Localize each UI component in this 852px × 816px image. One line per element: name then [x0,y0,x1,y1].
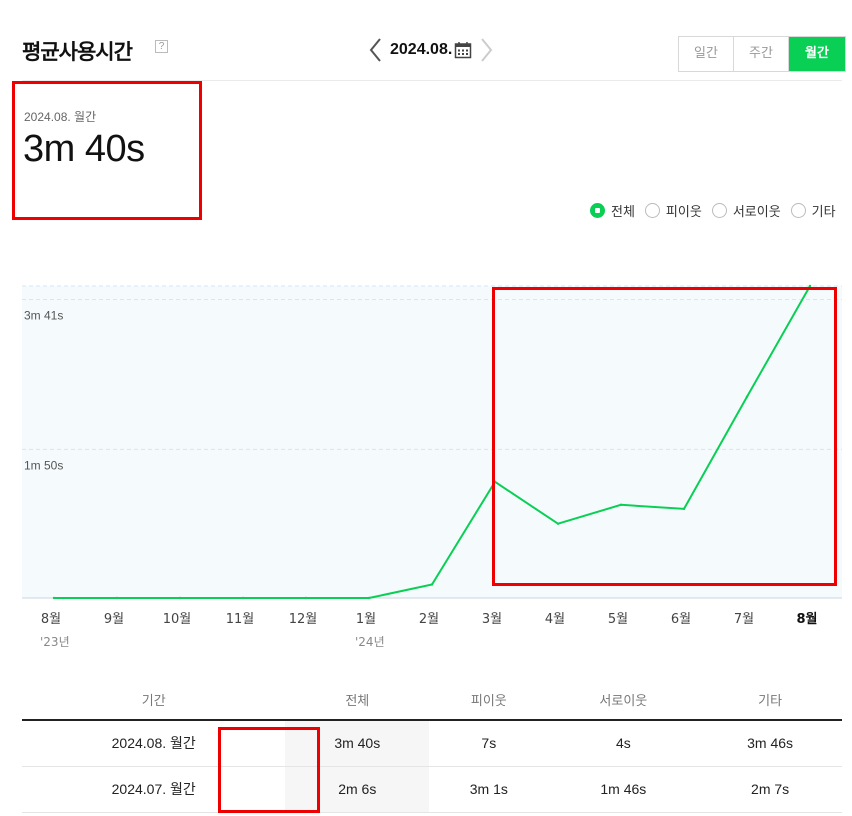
x-year-label: '24년 [355,635,385,649]
plot-background [22,286,842,598]
x-tick-label: 6월 [671,612,691,627]
usage-line-chart: 1m 50s 3m 41s 8월 9월 10월 11월 12월 1월 2월 3월 4월 5월 6월 7월 8… [22,284,842,649]
legend-all-label: 전체 [611,205,635,220]
data-point [556,522,560,525]
table-cell: 2m 7s [698,766,842,813]
data-point [430,583,434,586]
x-tick-label: 2월 [419,612,439,627]
x-tick-label: 9월 [104,612,124,627]
table-cell: 7s [429,720,549,767]
x-tick-label: 1월 [356,612,376,627]
data-point [682,507,686,511]
radio-icon [790,203,806,218]
col-period: 기간 [22,680,286,721]
table-row: 2024.07. 월간 2m 6s 3m 1s 1m 46s 2m 7s [22,766,842,813]
table-cell: 2m 6s [285,766,430,813]
legend-neighbor[interactable]: 피이웃 [644,201,702,220]
calendar-icon[interactable] [454,41,472,59]
x-year-label: '23년 [40,635,70,649]
data-point [304,596,308,600]
table-cell: 1m 46s [548,766,699,813]
legend-other-label: 기타 [811,205,836,220]
usage-table: 기간 전체 피이웃 서로이웃 기타 2024.08. 월간 3m 40s 7s … [22,680,842,813]
tab-daily[interactable]: 일간 [679,37,734,71]
page-title: 평균사용시간 [22,40,133,64]
data-point [808,284,812,288]
radio-selected-icon [590,203,605,218]
summary-period: 2024.08. 월간 [24,110,97,124]
col-mutual-neighbor: 서로이웃 [548,680,699,721]
x-tick-label: 8월 [41,612,61,627]
x-tick-label: 10월 [163,612,192,627]
data-point [52,596,56,600]
radio-icon [711,203,727,218]
summary-value: 3m 40s [23,128,145,170]
x-tick-label: 4월 [545,612,565,627]
legend-mutual-neighbor-label: 서로이웃 [732,205,781,220]
x-tick-label: 5월 [608,612,628,627]
col-neighbor: 피이웃 [429,680,549,721]
tab-weekly[interactable]: 주간 [734,37,789,71]
col-other: 기타 [698,680,842,721]
legend-all[interactable]: 전체 [590,201,635,220]
table-cell: 2024.07. 월간 [22,766,286,813]
data-point [241,596,245,600]
table-cell: 3m 40s [285,720,430,767]
table-cell: 4s [548,720,699,767]
table-row: 2024.08. 월간 3m 40s 7s 4s 3m 46s [22,720,842,767]
data-point [115,596,119,600]
legend-neighbor-label: 피이웃 [665,205,702,220]
month-navigator: 2024.08. [366,36,496,64]
table-cell: 3m 46s [698,720,842,767]
data-point [619,503,623,507]
x-tick-label: 7월 [734,612,754,627]
table-cell: 3m 1s [429,766,549,813]
legend-mutual-neighbor[interactable]: 서로이웃 [711,201,781,220]
table-cell: 2024.08. 월간 [22,720,286,767]
radio-icon [644,203,660,218]
table-header-row: 기간 전체 피이웃 서로이웃 기타 [22,680,842,721]
data-point [493,480,497,484]
legend-other[interactable]: 기타 [790,201,836,220]
period-tabs: 일간 주간 월간 [678,36,846,72]
tab-monthly[interactable]: 월간 [789,37,845,71]
chevron-left-icon[interactable] [366,36,386,64]
col-all: 전체 [285,680,430,721]
data-point [367,596,371,600]
header-divider [22,80,842,81]
x-tick-label: 12월 [289,612,318,627]
x-tick-label: 8월 [796,611,817,627]
x-tick-label: 3월 [482,612,502,627]
data-point [178,596,182,600]
series-legend: 전체 피이웃 서로이웃 기타 [590,201,846,220]
current-month: 2024.08. [390,41,453,58]
y-tick-label: 1m 50s [24,458,63,472]
data-point [745,395,749,398]
y-tick-label: 3m 41s [24,309,63,323]
chevron-right-icon[interactable] [476,36,496,64]
x-tick-label: 11월 [226,612,255,627]
question-icon[interactable]: ? [155,40,168,53]
